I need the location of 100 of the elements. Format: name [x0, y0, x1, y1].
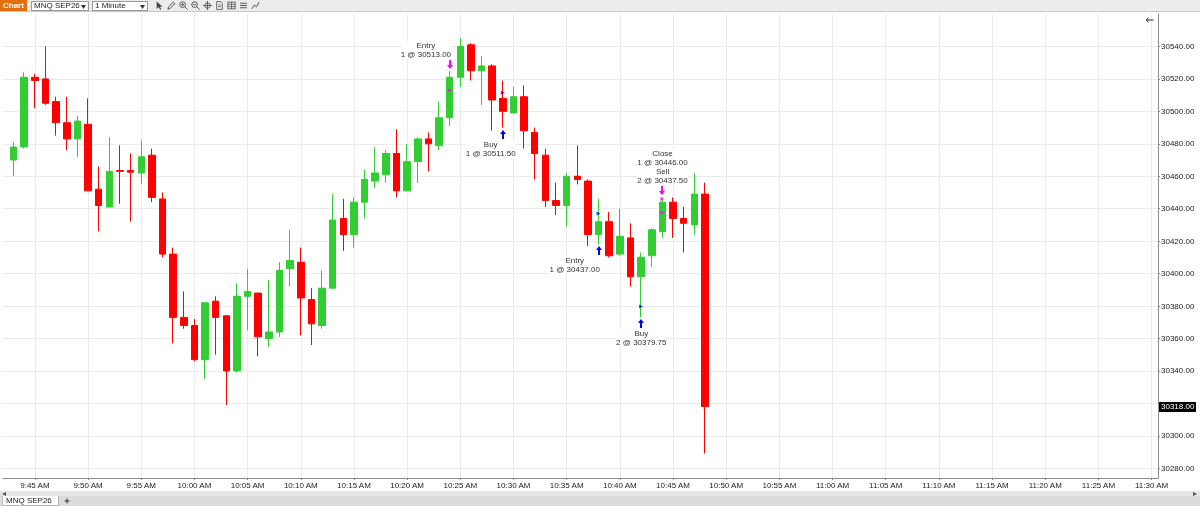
- annotation: Buy 1 @ 30511.50: [465, 139, 516, 158]
- dropdown: MNQ SEP26: [31, 1, 89, 11]
- y-tick-label: 30480.00: [1161, 139, 1195, 149]
- candlestick: [138, 140, 145, 185]
- x-tick-label: 9:50 AM: [73, 480, 104, 490]
- point: [639, 304, 644, 309]
- candlestick: [233, 282, 241, 374]
- candlestick: [435, 101, 443, 151]
- candlestick: [84, 97, 92, 192]
- candlestick: [350, 196, 358, 249]
- candlestick: [180, 290, 188, 330]
- candlestick: [393, 128, 400, 198]
- text: 30318.00: [1159, 401, 1197, 412]
- candlestick: [414, 136, 422, 184]
- y-tick-label: 30500.00: [1161, 106, 1195, 116]
- candlestick: [382, 149, 390, 184]
- x-tick-label: 10:55 AM: [762, 480, 797, 490]
- candlestick: [63, 96, 71, 151]
- y-tick-label: 30380.00: [1161, 301, 1195, 311]
- x-tick-label: 9:45 AM: [20, 480, 50, 490]
- candlestick: [563, 172, 570, 228]
- candlestick: [701, 182, 709, 455]
- candlestick: [244, 268, 251, 331]
- x-tick-label: 11:10 AM: [922, 480, 956, 490]
- candlestick: [116, 144, 124, 205]
- candlestick: [669, 196, 677, 239]
- chart-title: MNQ SEP26: [34, 1, 80, 10]
- candlestick: [520, 84, 528, 150]
- x-tick-label: 11:00 AM: [815, 480, 850, 490]
- y-tick-label: 30340.00: [1161, 366, 1195, 376]
- x-tick-label: 10:40 AM: [602, 480, 638, 490]
- candlestick: [574, 144, 581, 185]
- candlestick: [691, 172, 698, 236]
- candlestick: [169, 247, 177, 344]
- x-tick-label: 10:20 AM: [390, 480, 425, 490]
- candlestick: [212, 295, 219, 356]
- candlestick: [95, 166, 102, 232]
- candlestick: [318, 269, 326, 330]
- x-tick-label: 10:15 AM: [337, 480, 372, 490]
- candlestick: [297, 247, 305, 336]
- candlestick: [254, 292, 262, 357]
- x-tick-label: 9:55 AM: [126, 480, 157, 490]
- candlestick: [510, 86, 517, 114]
- y-tick-label: 30460.00: [1161, 171, 1195, 181]
- annotation: Entry 1 @ 30437.00: [549, 256, 600, 275]
- candlestick: [403, 143, 411, 192]
- y-tick-label: 30400.00: [1161, 269, 1195, 279]
- candlestick: [329, 193, 336, 289]
- candlestick: [340, 198, 347, 252]
- candlestick: [478, 55, 485, 106]
- candlestick: [159, 191, 166, 258]
- candlestick: [52, 96, 60, 137]
- point: [660, 196, 665, 201]
- candlestick: [616, 208, 624, 257]
- annotation: Buy 2 @ 30379.75: [616, 329, 667, 348]
- dropdown: 1 Minute: [92, 1, 148, 11]
- chart-subtitle: 1 Minute: [95, 1, 126, 10]
- y-tick-label: 30360.00: [1161, 333, 1195, 343]
- point: [660, 210, 665, 215]
- y-tick-label: 30540.00: [1161, 41, 1195, 51]
- candlestick: [488, 63, 496, 132]
- x-tick-label: 11:05 AM: [869, 480, 903, 490]
- candlestick: [276, 261, 283, 338]
- candlestick: [127, 153, 134, 223]
- candlestick: [457, 37, 464, 88]
- text: MNQ SEP26: [2, 496, 59, 506]
- candlestick: [552, 182, 560, 216]
- candlestick: [659, 196, 666, 239]
- x-tick-label: 11:25 AM: [1081, 480, 1116, 490]
- candlestick: [10, 141, 17, 177]
- candlestick: [371, 146, 379, 189]
- candlestick: [542, 148, 549, 208]
- candlestick: [680, 206, 687, 253]
- x-tick-label: 10:30 AM: [496, 480, 531, 490]
- y-tick-label: 30280.00: [1161, 463, 1195, 473]
- candlestick: [605, 211, 613, 258]
- x-tick-label: 10:50 AM: [709, 480, 744, 490]
- x-tick-label: 10:05 AM: [230, 480, 265, 490]
- x-tick-label: 11:15 AM: [975, 480, 1010, 490]
- y-tick-label: 30440.00: [1161, 204, 1195, 214]
- candlestick: [627, 222, 634, 288]
- candlestick: [531, 127, 538, 180]
- x-tick-label: 11:30 AM: [1135, 480, 1169, 490]
- candlestick: [584, 178, 592, 247]
- candlestick: [361, 169, 368, 219]
- candlestick: [467, 42, 475, 82]
- candlestick: [201, 302, 209, 380]
- x-tick-label: 10:35 AM: [549, 480, 584, 490]
- x-tick-label: 10:45 AM: [656, 480, 691, 490]
- annotation: Entry 1 @ 30513.00: [400, 40, 452, 59]
- candlestick: [74, 115, 81, 158]
- candlestick: [20, 71, 28, 150]
- candlestick: [286, 229, 294, 288]
- candlestick: [42, 45, 49, 106]
- candlestick: [648, 227, 656, 268]
- candlestick: [148, 148, 156, 203]
- candlestick: [637, 251, 645, 318]
- candlestick: [106, 136, 113, 208]
- x-tick-label: 10:00 AM: [177, 480, 212, 490]
- x-tick-label: 10:25 AM: [443, 480, 478, 490]
